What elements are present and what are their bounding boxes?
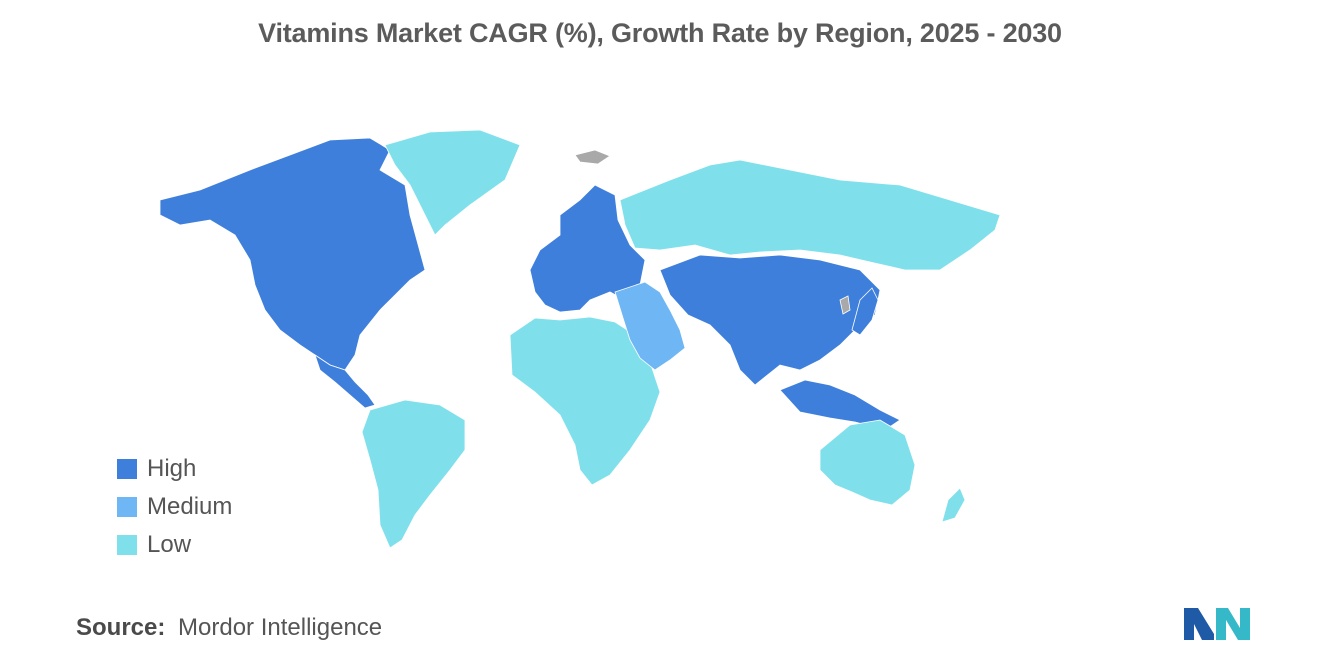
source-line: Source: Mordor Intelligence	[76, 614, 382, 642]
legend-label-medium: Medium	[147, 493, 233, 520]
region-europe	[529, 184, 646, 313]
legend-swatch-low	[117, 535, 137, 555]
source-label: Source:	[76, 614, 166, 641]
region-no-data-korea	[839, 295, 851, 315]
logo-shape-right	[1216, 608, 1250, 640]
legend-item-medium: Medium	[117, 488, 232, 526]
region-australia	[819, 419, 916, 506]
legend-label-high: High	[147, 455, 197, 482]
region-russia	[619, 159, 1001, 271]
region-japan	[851, 287, 879, 336]
region-africa	[509, 316, 661, 486]
world-map	[140, 120, 1180, 560]
mordor-intelligence-logo	[1184, 608, 1250, 640]
chart-title: Vitamins Market CAGR (%), Growth Rate by…	[258, 18, 1062, 48]
legend-label-low: Low	[147, 531, 192, 558]
region-north-america	[159, 137, 426, 371]
region-asia	[659, 254, 881, 386]
source-value: Mordor Intelligence	[178, 614, 383, 641]
legend-swatch-medium	[117, 497, 137, 517]
region-greenland	[384, 129, 521, 236]
region-southeast-asia-islands	[779, 379, 901, 431]
legend-swatch-high	[117, 459, 137, 479]
region-middle-east	[614, 281, 686, 371]
logo-shape-left	[1184, 608, 1214, 640]
legend-item-high: High	[117, 450, 232, 488]
map-legend: High Medium Low	[117, 450, 232, 564]
region-no-data-arctic	[574, 149, 611, 165]
legend-item-low: Low	[117, 526, 232, 564]
region-south-america	[361, 399, 466, 549]
region-central-america	[314, 354, 376, 409]
region-new-zealand	[941, 487, 966, 523]
